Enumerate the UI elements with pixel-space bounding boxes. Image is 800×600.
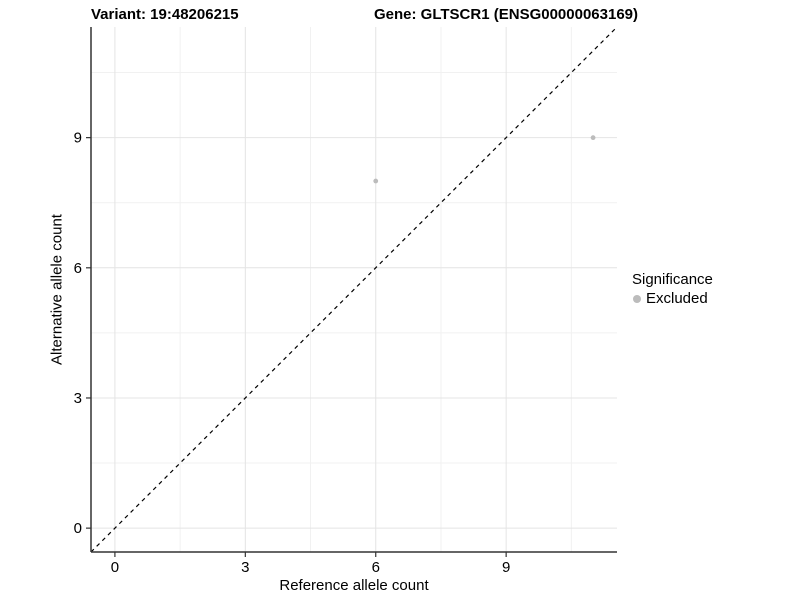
y-tick-label: 9 bbox=[74, 130, 82, 147]
x-tick-label: 3 bbox=[241, 559, 249, 576]
x-axis-title: Reference allele count bbox=[279, 577, 429, 594]
x-tick-label: 0 bbox=[111, 559, 119, 576]
y-tick-label: 6 bbox=[74, 260, 82, 277]
identity-reference-line bbox=[90, 26, 618, 553]
legend-item-excluded: Excluded bbox=[630, 290, 713, 307]
legend-key-dot-icon bbox=[633, 294, 641, 303]
y-axis-title: Alternative allele count bbox=[48, 214, 66, 365]
x-tick-label: 9 bbox=[502, 559, 510, 576]
y-tick-label: 0 bbox=[74, 520, 82, 537]
y-tick-label: 3 bbox=[74, 390, 82, 407]
legend-item-label: Excluded bbox=[646, 290, 708, 307]
legend-title: Significance bbox=[632, 271, 713, 288]
x-tick-label: 6 bbox=[372, 559, 380, 576]
data-point bbox=[590, 135, 596, 141]
plot-title-variant: Variant: 19:48206215 bbox=[91, 6, 239, 23]
data-point bbox=[373, 178, 379, 184]
plot-title-gene: Gene: GLTSCR1 (ENSG00000063169) bbox=[374, 6, 639, 23]
legend: Significance Excluded bbox=[630, 271, 713, 307]
